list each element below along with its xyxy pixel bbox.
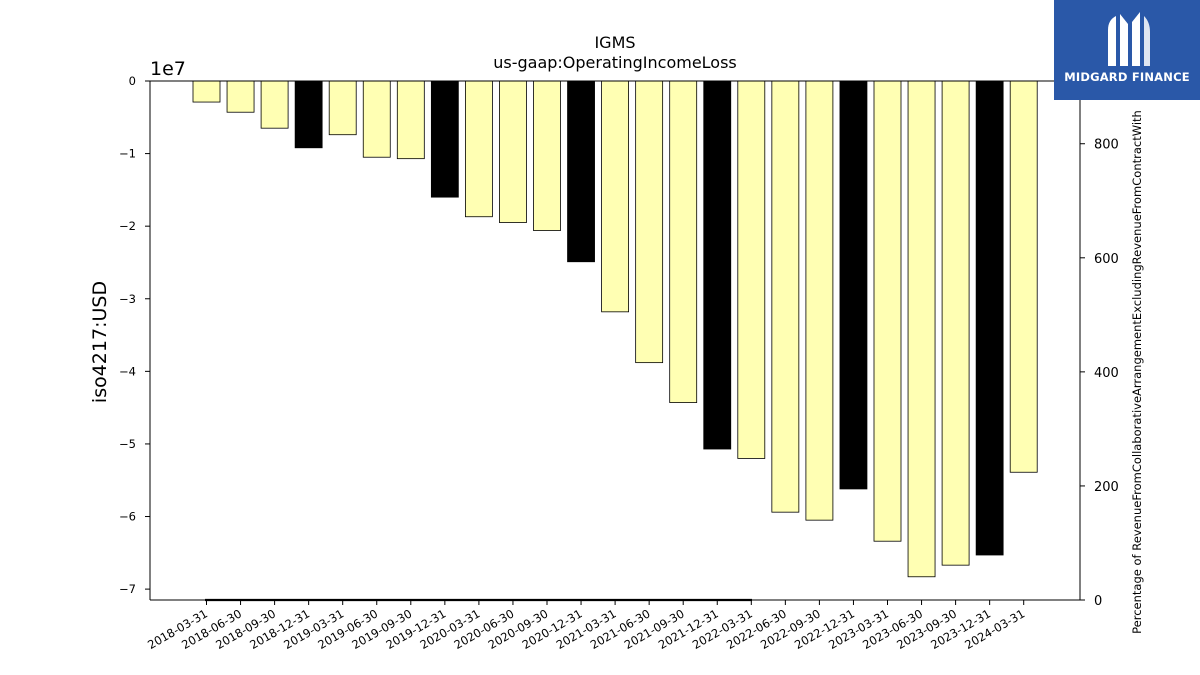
y2-tick-label: 600 [1094, 252, 1119, 267]
bar [839, 80, 868, 490]
bar [1009, 80, 1038, 473]
bar [499, 80, 527, 223]
bar [294, 80, 323, 149]
bar [601, 80, 629, 313]
bar [260, 80, 289, 129]
y-tick-label: −7 [119, 582, 136, 596]
bar [362, 80, 391, 158]
bar [430, 80, 459, 198]
y-tick-label: −6 [119, 510, 136, 524]
bar [873, 80, 902, 542]
bar [635, 80, 664, 364]
y2-tick-label: 800 [1094, 138, 1119, 153]
bar [703, 80, 732, 450]
bar [192, 80, 221, 103]
logo-text: MIDGARD FINANCE [1064, 70, 1190, 84]
y-tick-label: 0 [129, 74, 136, 88]
bar [396, 80, 425, 160]
y-offset-label: 1e7 [150, 58, 186, 80]
bar [907, 80, 936, 578]
chart-subtitle: us-gaap:OperatingIncomeLoss [493, 53, 737, 72]
y2-axis-label: Percentage of RevenueFromCollaborativeAr… [1130, 110, 1144, 634]
y-tick-label: −2 [119, 219, 136, 233]
bar [805, 80, 834, 521]
y-tick-label: −5 [119, 437, 136, 451]
bar [737, 80, 766, 459]
midgard-logo-icon [1108, 12, 1150, 66]
midgard-finance-logo: MIDGARD FINANCE [1054, 0, 1200, 100]
y2-tick-label: 400 [1094, 366, 1119, 381]
bar [464, 80, 493, 218]
y2-tick-label: 200 [1094, 480, 1119, 495]
y-tick-label: −1 [119, 147, 136, 161]
bar [328, 80, 357, 136]
bar [771, 80, 800, 513]
y-axis-label: iso4217:USD [89, 281, 111, 403]
y-tick-label: −4 [119, 364, 136, 378]
bar [669, 80, 698, 403]
chart-title: IGMS [594, 33, 635, 52]
bars [192, 80, 1038, 578]
bar [941, 80, 970, 566]
bar [975, 80, 1004, 556]
bar [226, 80, 255, 113]
bar [567, 80, 595, 263]
bar [533, 80, 561, 231]
y2-tick-label: 0 [1094, 594, 1102, 609]
y-tick-label: −3 [119, 292, 136, 306]
